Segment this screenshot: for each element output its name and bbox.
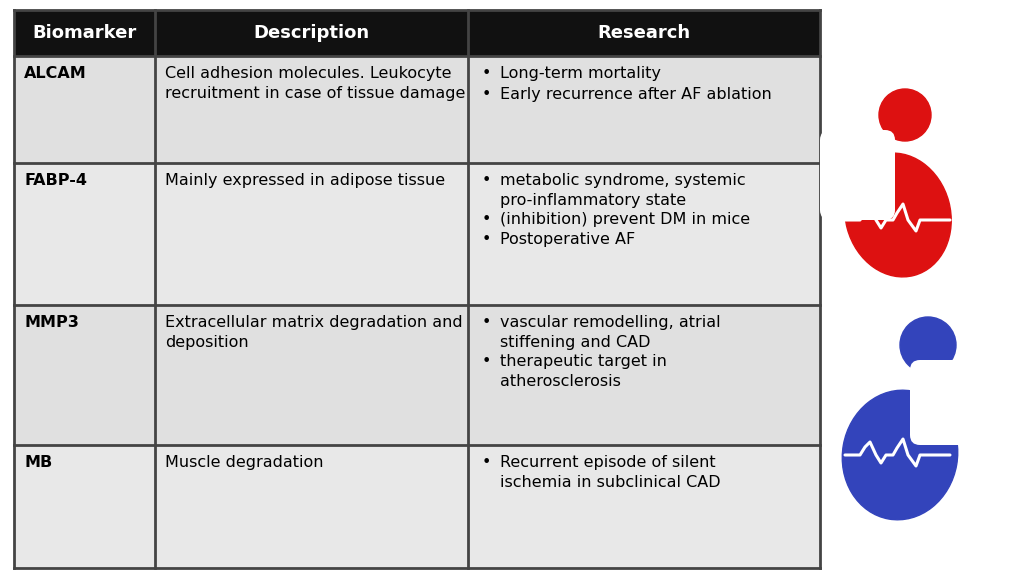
- Text: Long-term mortality: Long-term mortality: [500, 66, 662, 81]
- Bar: [14, 56, 820, 163]
- Circle shape: [900, 317, 956, 373]
- Circle shape: [879, 89, 931, 141]
- Text: FABP-4: FABP-4: [24, 173, 87, 188]
- Text: therapeutic target in
atherosclerosis: therapeutic target in atherosclerosis: [500, 354, 667, 389]
- Text: Muscle degradation: Muscle degradation: [165, 455, 324, 470]
- FancyBboxPatch shape: [820, 130, 895, 220]
- Bar: [14, 10, 820, 56]
- Text: Mainly expressed in adipose tissue: Mainly expressed in adipose tissue: [165, 173, 445, 188]
- Ellipse shape: [845, 153, 951, 277]
- Ellipse shape: [843, 390, 957, 520]
- Bar: [14, 305, 820, 445]
- Text: Postoperative AF: Postoperative AF: [500, 232, 635, 247]
- Text: ALCAM: ALCAM: [24, 66, 87, 81]
- Text: Description: Description: [253, 24, 370, 42]
- Text: Early recurrence after AF ablation: Early recurrence after AF ablation: [500, 87, 772, 102]
- Text: vascular remodelling, atrial
stiffening and CAD: vascular remodelling, atrial stiffening …: [500, 315, 721, 350]
- Text: (inhibition) prevent DM in mice: (inhibition) prevent DM in mice: [500, 212, 751, 227]
- Text: •: •: [482, 173, 492, 188]
- Text: MB: MB: [24, 455, 52, 470]
- Text: •: •: [482, 212, 492, 227]
- Text: •: •: [482, 354, 492, 369]
- Bar: [14, 163, 820, 305]
- Text: MMP3: MMP3: [24, 315, 79, 330]
- Text: •: •: [482, 315, 492, 330]
- Text: Cell adhesion molecules. Leukocyte
recruitment in case of tissue damage: Cell adhesion molecules. Leukocyte recru…: [165, 66, 465, 101]
- FancyBboxPatch shape: [910, 360, 990, 445]
- Text: •: •: [482, 455, 492, 470]
- Text: metabolic syndrome, systemic
pro-inflammatory state: metabolic syndrome, systemic pro-inflamm…: [500, 173, 745, 209]
- Text: Extracellular matrix degradation and
deposition: Extracellular matrix degradation and dep…: [165, 315, 463, 350]
- Text: Biomarker: Biomarker: [33, 24, 136, 42]
- Text: Research: Research: [597, 24, 690, 42]
- Text: •: •: [482, 87, 492, 102]
- Text: •: •: [482, 66, 492, 81]
- Text: Recurrent episode of silent
ischemia in subclinical CAD: Recurrent episode of silent ischemia in …: [500, 455, 721, 490]
- Text: •: •: [482, 232, 492, 247]
- Bar: [14, 445, 820, 568]
